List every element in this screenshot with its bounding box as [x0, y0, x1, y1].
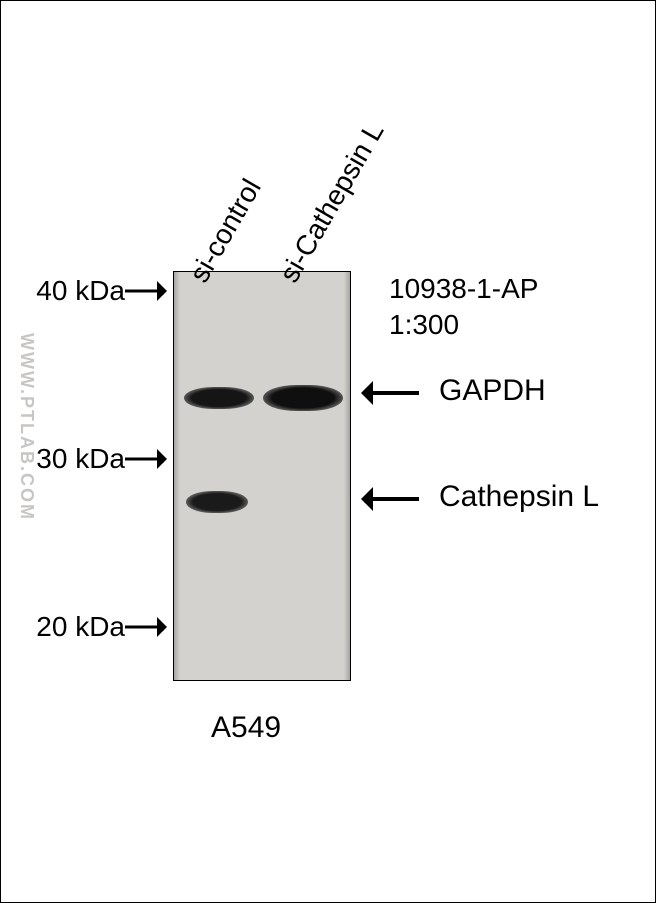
- mw-marker-label: 40 kDa: [17, 275, 125, 307]
- blot-edge-shadow: [174, 272, 180, 680]
- arrow-right-icon: [125, 617, 167, 637]
- arrow-left-icon: [361, 381, 419, 405]
- antibody-dilution: 1:300: [389, 309, 459, 341]
- arrow-right-icon: [125, 449, 167, 469]
- mw-marker-label: 30 kDa: [17, 443, 125, 475]
- protein-band: [186, 491, 248, 513]
- cell-line-label: A549: [211, 711, 281, 745]
- band-label: GAPDH: [439, 374, 546, 408]
- blot-edge-shadow: [344, 272, 350, 680]
- antibody-catalog-number: 10938-1-AP: [389, 273, 538, 305]
- mw-marker-label: 20 kDa: [17, 611, 125, 643]
- figure-container: WWW.PTLAB.COM si-controlsi-Cathepsin L 4…: [0, 0, 656, 903]
- western-blot-membrane: [173, 271, 351, 681]
- protein-band: [263, 385, 343, 411]
- protein-band: [184, 387, 254, 409]
- lane-label: si-Cathepsin L: [273, 117, 390, 288]
- mw-marker: 20 kDa: [17, 611, 167, 643]
- mw-marker: 30 kDa: [17, 443, 167, 475]
- arrow-right-icon: [125, 281, 167, 301]
- arrow-left-icon: [361, 487, 419, 511]
- watermark-text: WWW.PTLAB.COM: [16, 333, 37, 521]
- mw-marker: 40 kDa: [17, 275, 167, 307]
- band-label: Cathepsin L: [439, 480, 599, 514]
